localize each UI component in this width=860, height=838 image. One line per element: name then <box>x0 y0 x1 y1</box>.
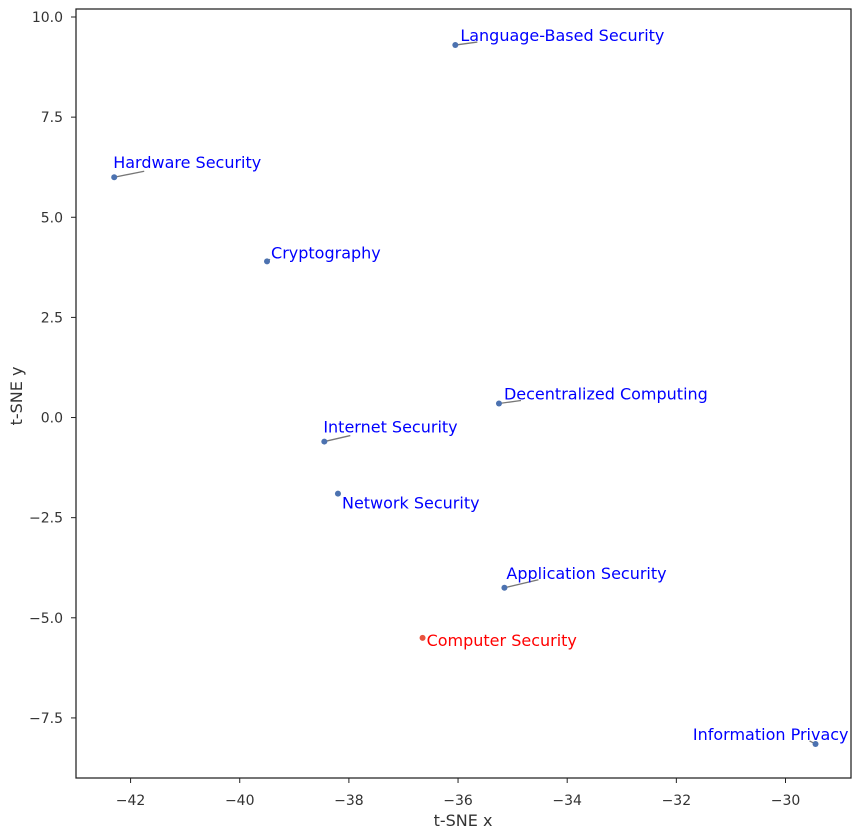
data-point <box>452 42 459 49</box>
data-point <box>419 634 426 641</box>
y-tick-label: 0.0 <box>41 411 63 427</box>
y-tick-label: −5.0 <box>29 611 63 627</box>
data-points <box>111 42 819 747</box>
x-tick-label: −34 <box>552 793 582 809</box>
y-tick-label: 10.0 <box>32 10 63 26</box>
data-point <box>501 584 508 591</box>
point-labels: Language-Based Security Hardware Security… <box>113 26 848 744</box>
ticks-layer: −42 −40 −38 −36 −34 −32 −30 −7.5 −5.0 −2.5 0.0 2.5 5… <box>29 10 800 809</box>
point-label: Cryptography <box>271 243 381 262</box>
x-tick-label: −42 <box>116 793 146 809</box>
leader-line <box>498 399 522 405</box>
point-label: Information Privacy <box>693 725 849 744</box>
point-label: Computer Security <box>427 631 577 650</box>
point-label: Hardware Security <box>113 153 261 172</box>
x-tick-label: −32 <box>662 793 692 809</box>
y-tick-label: 5.0 <box>41 210 63 226</box>
x-tick-label: −36 <box>443 793 473 809</box>
y-axis-title: t-SNE y <box>7 367 26 426</box>
plot-frame <box>75 8 852 779</box>
data-point <box>334 490 341 497</box>
data-point <box>264 258 271 265</box>
point-label: Decentralized Computing <box>504 385 708 404</box>
y-tick-label: −2.5 <box>29 511 63 527</box>
leader-line <box>114 170 145 178</box>
leader-line <box>324 434 351 443</box>
y-tick-label: −7.5 <box>29 711 63 727</box>
point-label: Network Security <box>342 494 480 513</box>
data-point <box>812 740 819 747</box>
leader-lines <box>114 41 816 745</box>
x-tick-label: −30 <box>771 793 801 809</box>
leader-line <box>455 41 478 46</box>
point-label: Application Security <box>506 564 666 583</box>
point-label: Internet Security <box>323 418 457 437</box>
x-tick-label: −40 <box>225 793 255 809</box>
y-tick-label: 7.5 <box>41 110 63 126</box>
x-tick-label: −38 <box>334 793 364 809</box>
x-axis-title: t-SNE x <box>434 811 493 830</box>
y-tick-label: 2.5 <box>41 310 63 326</box>
point-label: Language-Based Security <box>460 26 664 45</box>
leader-line <box>504 579 539 589</box>
data-point <box>321 438 328 445</box>
data-point <box>495 400 502 407</box>
data-point <box>111 174 118 181</box>
